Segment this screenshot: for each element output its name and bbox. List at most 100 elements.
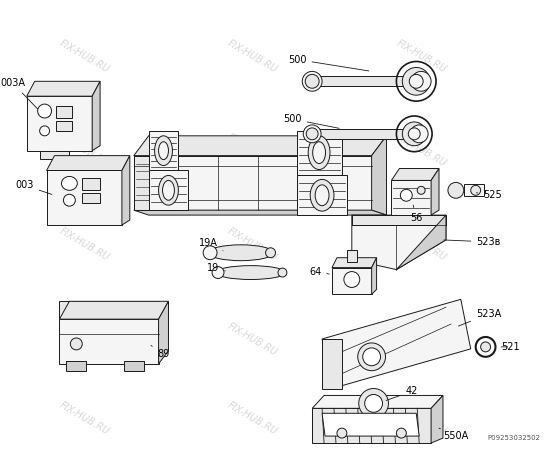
Ellipse shape xyxy=(308,136,330,170)
Text: FIX-HUB.RU: FIX-HUB.RU xyxy=(58,226,111,263)
Polygon shape xyxy=(431,396,443,443)
Ellipse shape xyxy=(216,266,285,279)
Ellipse shape xyxy=(403,122,426,146)
Polygon shape xyxy=(40,151,69,158)
Polygon shape xyxy=(27,96,92,151)
Polygon shape xyxy=(322,299,471,388)
Polygon shape xyxy=(372,136,387,215)
Text: FIX-HUB.RU: FIX-HUB.RU xyxy=(226,226,279,263)
Polygon shape xyxy=(59,319,158,364)
Ellipse shape xyxy=(312,142,326,163)
Ellipse shape xyxy=(40,126,49,136)
Text: FIX-HUB.RU: FIX-HUB.RU xyxy=(58,321,111,357)
Ellipse shape xyxy=(155,136,173,166)
Polygon shape xyxy=(92,81,100,151)
Ellipse shape xyxy=(410,125,428,143)
Text: 64: 64 xyxy=(309,266,329,277)
Bar xyxy=(57,121,73,131)
Polygon shape xyxy=(158,302,168,364)
Text: 500: 500 xyxy=(288,54,369,71)
Bar xyxy=(347,250,357,261)
Ellipse shape xyxy=(62,176,78,190)
Polygon shape xyxy=(134,156,372,210)
Polygon shape xyxy=(134,210,387,215)
Polygon shape xyxy=(148,131,178,171)
Ellipse shape xyxy=(400,189,412,201)
Ellipse shape xyxy=(409,74,423,88)
Polygon shape xyxy=(322,339,342,388)
Ellipse shape xyxy=(63,194,75,206)
Text: 550A: 550A xyxy=(439,428,469,441)
Bar xyxy=(82,194,100,203)
Text: FIX-HUB.RU: FIX-HUB.RU xyxy=(394,321,448,357)
Ellipse shape xyxy=(362,348,381,366)
Ellipse shape xyxy=(471,185,481,195)
Ellipse shape xyxy=(448,182,464,198)
Bar xyxy=(464,184,483,196)
Text: 525: 525 xyxy=(476,190,502,200)
Ellipse shape xyxy=(359,388,388,418)
Text: 003: 003 xyxy=(15,180,52,194)
Polygon shape xyxy=(392,180,431,215)
Polygon shape xyxy=(148,171,188,210)
Bar xyxy=(124,361,144,371)
Text: FIX-HUB.RU: FIX-HUB.RU xyxy=(394,400,448,436)
Ellipse shape xyxy=(337,428,347,438)
Polygon shape xyxy=(392,168,439,180)
Polygon shape xyxy=(322,413,419,436)
Polygon shape xyxy=(47,171,122,225)
Ellipse shape xyxy=(481,342,491,352)
Ellipse shape xyxy=(306,128,318,140)
Polygon shape xyxy=(134,136,387,156)
Text: 19: 19 xyxy=(207,263,226,273)
Ellipse shape xyxy=(70,338,82,350)
Ellipse shape xyxy=(411,72,431,91)
Text: 521: 521 xyxy=(501,342,520,352)
Text: FIX-HUB.RU: FIX-HUB.RU xyxy=(58,400,111,436)
Ellipse shape xyxy=(305,74,319,88)
Ellipse shape xyxy=(266,248,276,258)
Text: FIX-HUB.RU: FIX-HUB.RU xyxy=(394,226,448,263)
Polygon shape xyxy=(312,408,431,443)
Text: P09253032502: P09253032502 xyxy=(487,435,540,441)
Ellipse shape xyxy=(163,180,174,200)
Ellipse shape xyxy=(403,68,430,95)
Ellipse shape xyxy=(310,180,334,211)
Text: FIX-HUB.RU: FIX-HUB.RU xyxy=(226,321,279,357)
Text: 89: 89 xyxy=(151,346,169,359)
Text: 19A: 19A xyxy=(199,238,223,251)
Text: 56: 56 xyxy=(410,205,422,223)
Ellipse shape xyxy=(302,72,322,91)
Ellipse shape xyxy=(37,104,52,118)
Ellipse shape xyxy=(358,343,386,371)
Ellipse shape xyxy=(303,125,321,143)
Text: 523A: 523A xyxy=(459,309,501,326)
Polygon shape xyxy=(59,302,158,319)
Polygon shape xyxy=(134,156,178,210)
Polygon shape xyxy=(298,176,347,215)
Ellipse shape xyxy=(365,395,383,412)
Bar xyxy=(67,361,86,371)
Text: FIX-HUB.RU: FIX-HUB.RU xyxy=(58,132,111,169)
Ellipse shape xyxy=(278,268,287,277)
Text: 523в: 523в xyxy=(444,237,500,247)
Ellipse shape xyxy=(344,272,360,288)
Bar xyxy=(362,418,387,433)
Ellipse shape xyxy=(212,266,224,279)
Text: 003A: 003A xyxy=(1,78,38,109)
Polygon shape xyxy=(431,168,439,215)
Polygon shape xyxy=(298,131,342,176)
Polygon shape xyxy=(122,156,130,225)
Ellipse shape xyxy=(158,142,168,160)
Text: 500: 500 xyxy=(283,114,339,128)
Text: FIX-HUB.RU: FIX-HUB.RU xyxy=(394,132,448,169)
Bar xyxy=(57,106,73,118)
Polygon shape xyxy=(332,268,372,294)
Text: FIX-HUB.RU: FIX-HUB.RU xyxy=(226,38,279,75)
Polygon shape xyxy=(59,302,168,319)
Polygon shape xyxy=(312,129,419,139)
Polygon shape xyxy=(47,156,130,171)
Ellipse shape xyxy=(208,245,273,261)
Polygon shape xyxy=(312,76,421,86)
Text: FIX-HUB.RU: FIX-HUB.RU xyxy=(226,400,279,436)
